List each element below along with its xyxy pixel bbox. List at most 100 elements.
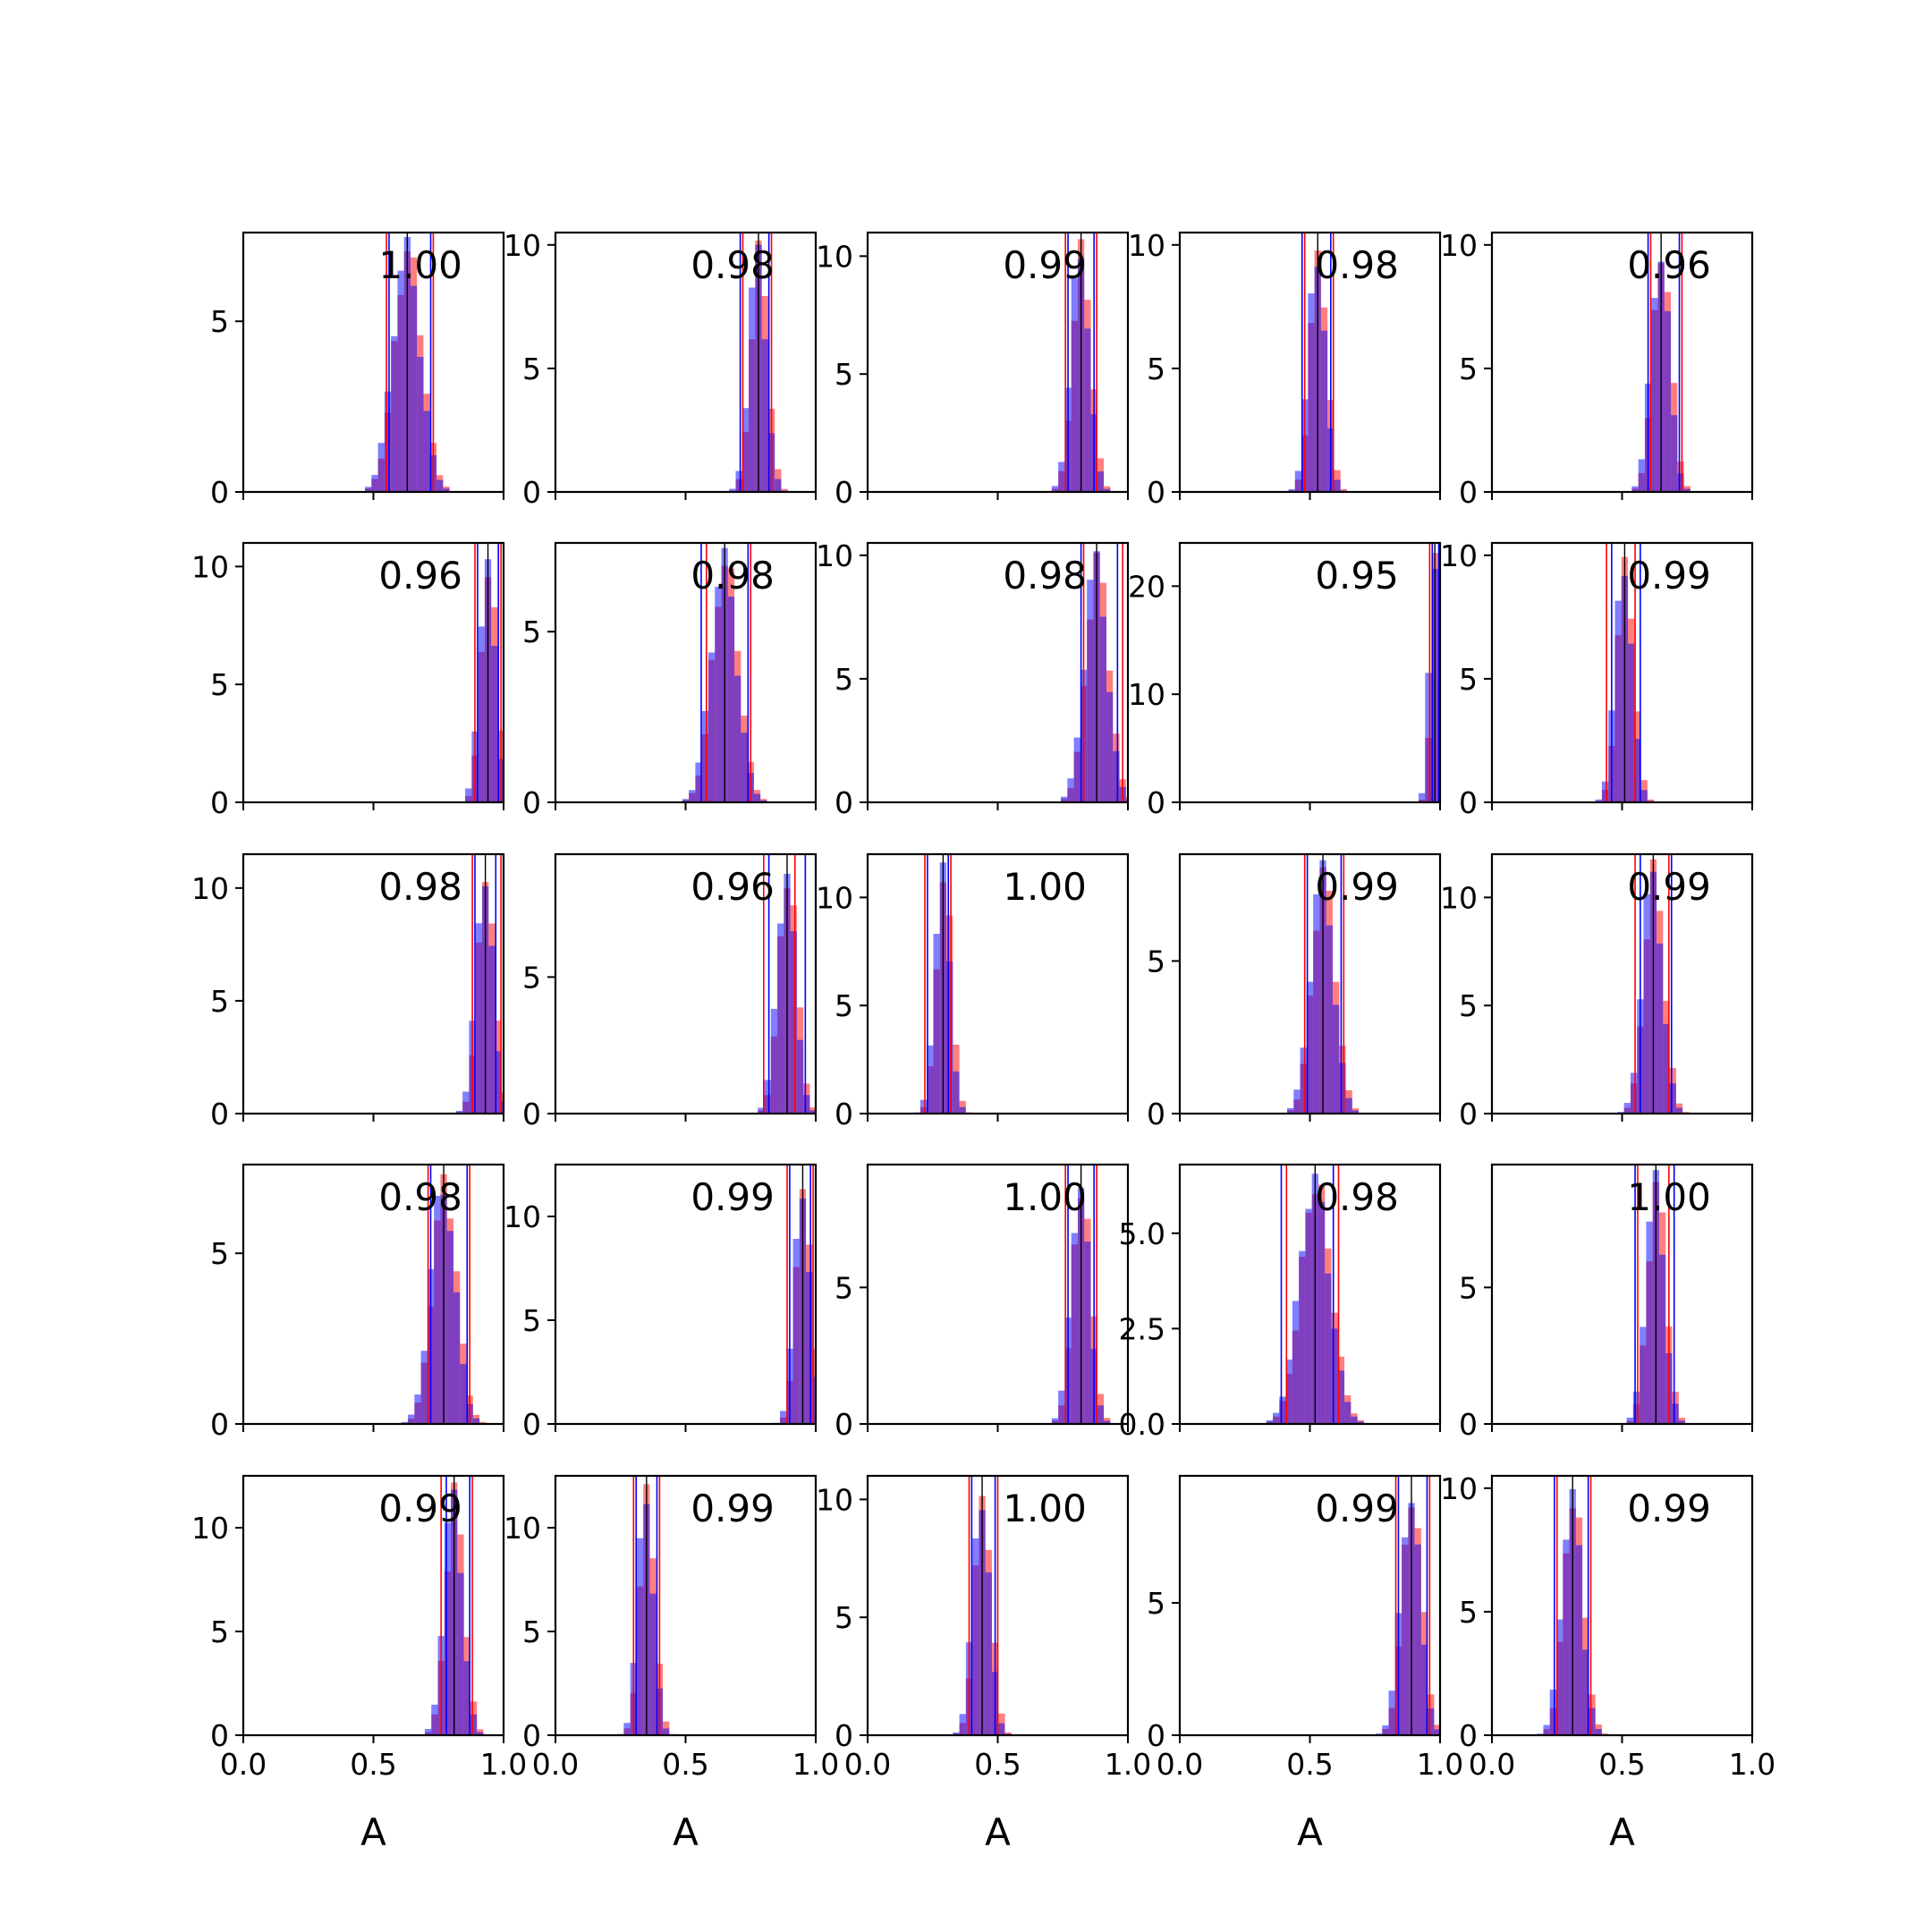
blue-histogram-bar [1051,486,1059,492]
blue-histogram-bar [1067,778,1074,802]
blue-histogram-bar [1058,462,1065,492]
blue-histogram-bar [446,1231,453,1424]
blue-histogram-bar [812,1377,816,1424]
blue-histogram-bar [478,626,485,802]
blue-histogram-bar [1104,1420,1111,1424]
blue-histogram-bar [1425,673,1432,802]
blue-histogram-bar [1073,737,1080,802]
blue-histogram-bar [1084,1241,1091,1424]
y-tick-label: 5 [522,352,541,386]
panel-4-5: 051.00 [1459,1163,1754,1442]
blue-histogram-bar [1595,1728,1602,1735]
y-tick-label: 0 [210,785,229,820]
blue-histogram-bar [1669,1083,1676,1114]
blue-histogram-bar [1658,1254,1666,1424]
blue-histogram-bar [408,1414,415,1424]
y-tick-label: 10 [504,1511,541,1546]
blue-histogram-bar [1306,981,1314,1114]
y-tick-label: 5 [522,1614,541,1649]
panel-5-5: 0.0 0.5 1.0 0 5 10 0.99 [1440,1471,1775,1782]
blue-histogram-bar [1357,1421,1364,1424]
blue-histogram-bar [1418,792,1426,802]
y-tick-label: 0 [835,1097,853,1131]
y-tick-label: 5 [1147,1586,1165,1621]
blue-histogram-bar [1320,330,1328,492]
blue-histogram-bar [715,587,722,802]
y-tick-label: 0 [1147,1718,1165,1753]
x-tick-label: 0.0 [220,1747,267,1782]
blue-histogram-bar [1308,293,1315,492]
blue-histogram-bar [809,1110,816,1114]
blue-histogram-bar [1106,691,1114,802]
blue-histogram-bar [1097,1405,1105,1424]
y-tick-label: 0 [835,475,853,510]
blue-histogram-bar [1556,1619,1563,1735]
y-tick-label: 0 [210,1407,229,1442]
x-tick-label: 0.0 [532,1747,579,1782]
blue-histogram-bar [953,1732,960,1735]
blue-histogram-bar [790,931,797,1114]
y-tick-label: 10 [816,1482,853,1517]
panel-1-1: 051.00 [210,231,505,510]
blue-histogram-bar [1677,473,1684,492]
blue-histogram-bar [919,1099,928,1114]
blue-histogram-bar [770,1008,778,1114]
y-tick-label: 0 [1459,785,1478,820]
blue-histogram-bar [933,934,940,1114]
blue-histogram-bar [1051,1418,1059,1424]
panel-2-2: 050.98 [522,541,818,820]
panel-correlation-label: 0.98 [378,865,462,909]
y-tick-label: 10 [504,1199,541,1234]
panel-correlation-label: 0.96 [378,554,462,597]
blue-histogram-bar [384,391,392,492]
y-tick-label: 5 [1459,1270,1478,1305]
panel-correlation-label: 0.96 [1627,243,1711,287]
blue-histogram-bar [946,961,953,1114]
panel-correlation-label: 0.99 [691,1175,775,1219]
blue-histogram-bar [1087,580,1094,802]
panel-3-1: 0 5 10 0.98 [191,852,505,1131]
blue-histogram-bar [972,1538,979,1735]
y-tick-label: 20 [1128,569,1165,604]
blue-histogram-bar [444,1522,452,1735]
red-histogram-bar [781,488,788,492]
blue-histogram-bar [1325,1273,1332,1424]
blue-histogram-bar [1294,470,1302,492]
blue-histogram-bar [701,710,708,802]
blue-histogram-bar [491,646,498,802]
y-tick-label: 10 [504,228,541,263]
blue-histogram-bar [953,1071,960,1114]
blue-histogram-bar [1428,1707,1435,1735]
blue-histogram-bar [1638,459,1645,492]
blue-histogram-bar [443,488,450,492]
blue-histogram-bar [1285,1359,1292,1424]
y-tick-label: 0 [522,1097,541,1131]
y-tick-label: 10 [816,538,853,573]
panel-3-4: 050.99 [1147,852,1442,1131]
blue-histogram-bar [472,1418,480,1424]
blue-histogram-bar [753,793,761,802]
x-tick-label: 1.0 [480,1747,527,1782]
y-tick-label: 5 [835,357,853,392]
panel-2-3: 0 5 10 0.98 [816,538,1130,820]
y-tick-label: 5 [1459,662,1478,697]
x-tick-label: 0.5 [350,1747,396,1782]
y-tick-label: 0 [210,475,229,510]
blue-histogram-bar [371,474,378,492]
y-tick-label: 10 [1440,228,1478,263]
blue-histogram-bar [1640,790,1648,802]
y-tick-label: 10 [191,1511,229,1546]
blue-histogram-bar [959,1714,966,1735]
blue-histogram-bar [1099,616,1106,802]
blue-histogram-bar [365,487,372,492]
y-tick-label: 0 [522,475,541,510]
blue-histogram-bar [1414,1544,1421,1735]
y-tick-label: 0 [522,785,541,820]
blue-histogram-bar [1646,1221,1653,1424]
blue-histogram-bar [959,1106,966,1114]
y-tick-label: 10 [191,871,229,906]
y-tick-label: 10 [1440,538,1478,573]
